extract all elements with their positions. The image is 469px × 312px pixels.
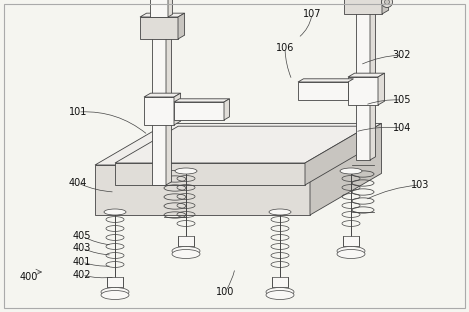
Polygon shape [152, 32, 172, 35]
Text: 101: 101 [69, 107, 87, 117]
Ellipse shape [381, 0, 393, 7]
Ellipse shape [337, 250, 365, 259]
Text: 106: 106 [276, 43, 294, 53]
Polygon shape [305, 126, 368, 185]
Ellipse shape [101, 290, 129, 300]
Ellipse shape [175, 168, 197, 174]
Ellipse shape [385, 0, 389, 4]
Polygon shape [178, 13, 185, 39]
Text: 405: 405 [73, 231, 91, 241]
Text: 404: 404 [69, 178, 87, 188]
Text: 401: 401 [73, 257, 91, 267]
Text: 103: 103 [411, 180, 429, 190]
Polygon shape [344, 0, 382, 14]
Polygon shape [348, 77, 378, 105]
Ellipse shape [172, 250, 200, 259]
Polygon shape [298, 82, 348, 100]
Text: 403: 403 [73, 243, 91, 253]
Ellipse shape [266, 290, 294, 300]
Polygon shape [298, 79, 354, 82]
Ellipse shape [340, 168, 362, 174]
Polygon shape [144, 97, 174, 125]
Text: 400: 400 [20, 272, 38, 282]
Text: 402: 402 [73, 270, 91, 280]
Polygon shape [166, 32, 172, 185]
Polygon shape [107, 277, 123, 287]
Polygon shape [144, 93, 181, 97]
Polygon shape [378, 73, 385, 105]
Polygon shape [356, 7, 376, 10]
Text: 105: 105 [393, 95, 411, 105]
Polygon shape [140, 13, 185, 17]
Ellipse shape [172, 246, 200, 256]
Polygon shape [115, 163, 305, 185]
Polygon shape [348, 73, 385, 77]
Text: 107: 107 [303, 9, 321, 19]
Polygon shape [115, 126, 368, 163]
Polygon shape [178, 236, 194, 246]
Ellipse shape [266, 287, 294, 296]
Polygon shape [266, 292, 294, 295]
Polygon shape [370, 7, 376, 160]
Text: 302: 302 [393, 50, 411, 60]
Polygon shape [174, 99, 229, 102]
Ellipse shape [104, 209, 126, 215]
Polygon shape [337, 251, 365, 254]
Polygon shape [224, 99, 229, 120]
Polygon shape [356, 10, 370, 160]
Polygon shape [150, 0, 168, 17]
Ellipse shape [337, 246, 365, 256]
Text: 104: 104 [393, 123, 411, 133]
Polygon shape [382, 0, 389, 14]
Polygon shape [343, 236, 359, 246]
Polygon shape [101, 292, 129, 295]
Polygon shape [272, 277, 288, 287]
Polygon shape [168, 0, 173, 17]
Polygon shape [172, 251, 200, 254]
Polygon shape [310, 124, 381, 215]
Polygon shape [174, 102, 224, 120]
Polygon shape [140, 17, 178, 39]
Polygon shape [95, 124, 381, 165]
Ellipse shape [101, 287, 129, 296]
Text: 100: 100 [216, 287, 234, 297]
Polygon shape [95, 165, 310, 215]
Polygon shape [152, 35, 166, 185]
Ellipse shape [269, 209, 291, 215]
Polygon shape [174, 93, 181, 125]
